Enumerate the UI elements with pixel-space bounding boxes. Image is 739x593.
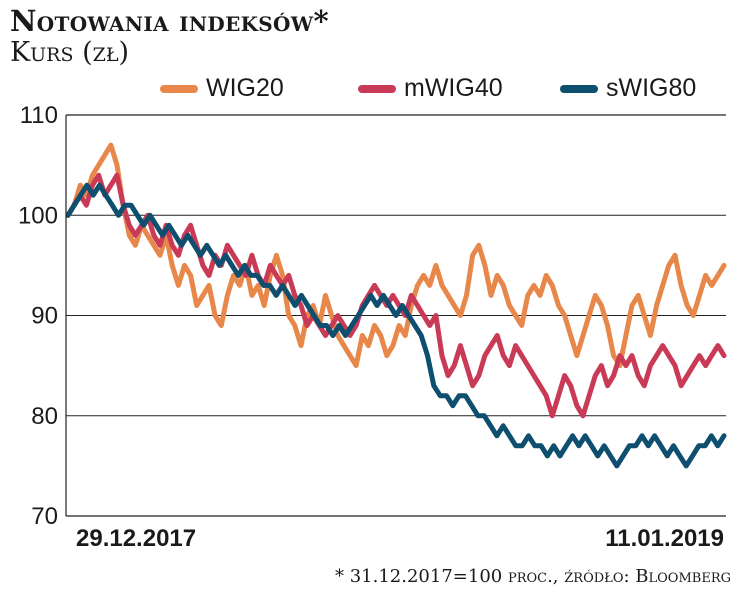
legend-label-wig20: WIG20 [206,74,284,102]
x-tick-end: 11.01.2019 [605,525,724,552]
series-line-wig20 [65,142,727,369]
y-tick-70: 70 [31,503,58,530]
legend-swatch-swig80 [560,84,598,93]
series-line-mwig40 [65,172,727,419]
legend-item-wig20: WIG20 [160,74,284,103]
legend-item-swig80: sWIG80 [560,74,696,103]
y-tick-90: 90 [31,303,58,330]
chart-title: Notowania indeksów* [10,4,329,38]
chart-subtitle: Kurs (zł) [10,37,130,68]
y-tick-110: 110 [20,102,58,129]
footnote: * 31.12.2017=100 proc., źródło: Bloomber… [335,566,731,587]
series-lines [65,142,727,469]
legend-label-swig80: sWIG80 [606,74,697,102]
axes [65,114,726,517]
y-tick-100: 100 [18,202,58,229]
series-line-swig80 [65,182,727,469]
legend-item-mwig40: mWIG40 [358,74,503,103]
x-tick-start: 29.12.2017 [76,525,196,552]
legend-swatch-mwig40 [358,84,396,93]
legend: WIG20 mWIG40 sWIG80 [0,74,739,108]
y-axis-ticks: 70 80 90 100 110 [18,102,58,530]
legend-label-mwig40: mWIG40 [404,74,503,102]
y-tick-80: 80 [31,403,58,430]
legend-swatch-wig20 [160,84,198,93]
